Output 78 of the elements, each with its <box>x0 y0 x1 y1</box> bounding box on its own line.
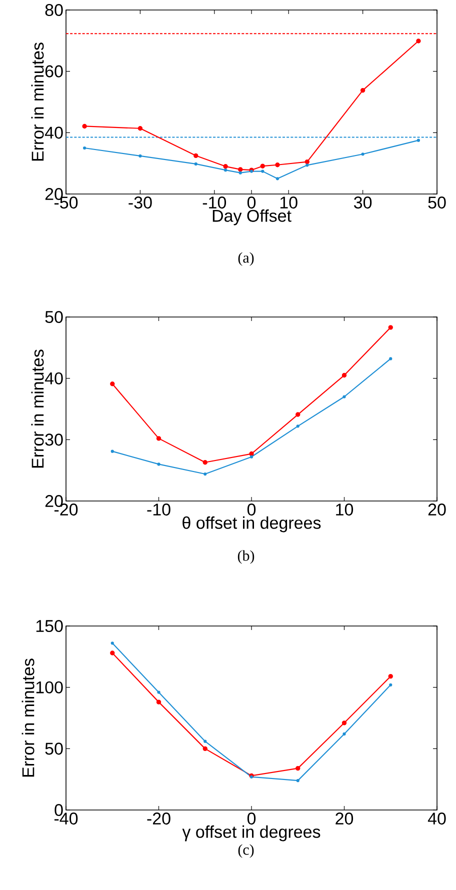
point <box>157 690 160 694</box>
x-tick-label: 40 <box>428 812 446 825</box>
y-axis-title: Error in minutes <box>22 658 34 777</box>
point <box>306 164 309 167</box>
y-tick-label: 80 <box>45 4 63 16</box>
point <box>260 164 265 168</box>
y-tick-label: 150 <box>36 620 63 632</box>
point <box>156 436 162 441</box>
y-tick-label: 40 <box>44 372 63 384</box>
y-axis-title: Error in minutes <box>31 350 44 468</box>
y-axis-title: Error in minutes <box>31 42 44 161</box>
point <box>360 88 366 93</box>
x-tick-label: -30 <box>128 196 152 209</box>
point <box>202 460 208 465</box>
point <box>276 177 280 180</box>
point <box>157 462 160 466</box>
y-tick-label: 50 <box>45 742 63 755</box>
x-tick-label: 0 <box>247 812 256 825</box>
x-axis-title: Day Offset <box>212 209 292 226</box>
y-tick-label: 60 <box>45 65 63 78</box>
x-tick-label: 20 <box>428 504 446 516</box>
point <box>194 153 198 158</box>
text: (a) <box>238 252 254 266</box>
point <box>238 167 243 172</box>
point <box>110 450 114 453</box>
point <box>204 472 207 476</box>
x-tick-label: 30 <box>354 196 372 209</box>
y-tick-label: 30 <box>45 434 63 446</box>
text: (b) <box>238 550 254 564</box>
x-tick-label: -20 <box>147 812 170 825</box>
point <box>296 766 300 771</box>
point <box>223 164 228 169</box>
point <box>83 146 86 150</box>
y-tick-label: 100 <box>36 681 63 694</box>
y-tick-label: 40 <box>44 126 63 139</box>
point <box>342 395 346 398</box>
point <box>261 170 264 173</box>
point <box>110 382 115 386</box>
text: (c) <box>238 844 254 858</box>
x-axis-title: γ offset in degrees <box>182 825 320 842</box>
point <box>296 412 300 417</box>
point <box>224 168 228 172</box>
x-tick-label: 50 <box>428 196 446 209</box>
point <box>416 138 420 142</box>
y-tick-label: 50 <box>45 310 63 324</box>
x-tick-label: -10 <box>147 504 170 516</box>
point <box>361 152 364 156</box>
point <box>389 357 392 360</box>
point <box>110 642 114 645</box>
point <box>156 700 162 704</box>
point <box>138 126 143 131</box>
point <box>250 455 254 458</box>
x-axis-title: θ offset in degrees <box>182 516 321 532</box>
x-tick-label: 10 <box>336 504 354 516</box>
point <box>296 424 300 428</box>
point <box>389 683 392 686</box>
point <box>388 674 393 679</box>
point <box>296 779 300 782</box>
point <box>204 740 207 743</box>
point <box>138 154 142 158</box>
x-tick-label: 0 <box>247 196 256 209</box>
point <box>194 162 198 166</box>
point <box>249 451 254 456</box>
x-tick-label: -10 <box>202 196 226 209</box>
x-tick-label: 20 <box>336 812 354 825</box>
point <box>388 325 393 330</box>
point <box>342 720 347 726</box>
point <box>304 159 310 164</box>
point <box>342 732 346 736</box>
x-tick-label: 0 <box>247 504 256 516</box>
point <box>110 650 115 656</box>
point <box>238 171 242 174</box>
point <box>342 372 347 378</box>
point <box>416 38 421 44</box>
point <box>202 746 208 752</box>
x-tick-label: 10 <box>280 196 298 209</box>
point <box>82 124 87 129</box>
point <box>275 162 280 168</box>
